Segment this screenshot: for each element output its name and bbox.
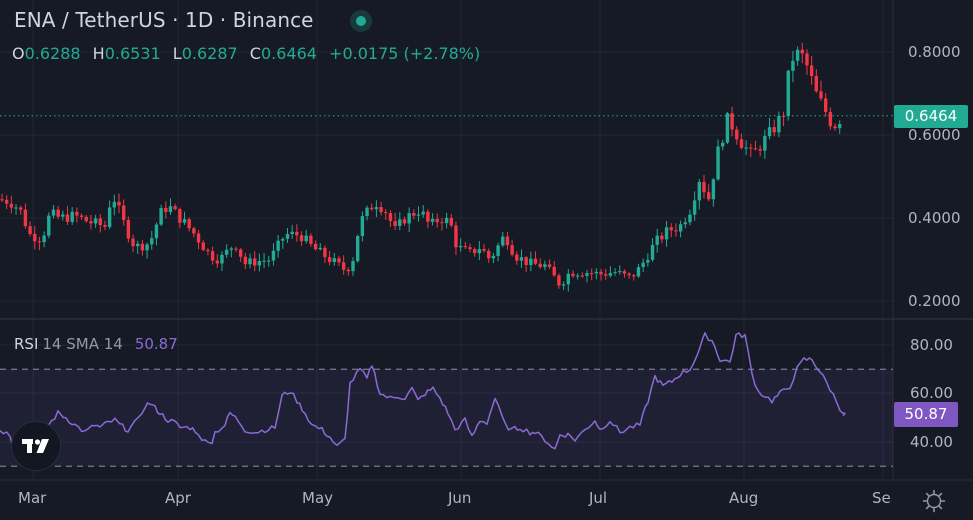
time-label-mar: Mar [18, 489, 47, 507]
time-label-apr: Apr [165, 489, 191, 507]
last-price-tag: 0.6464 [894, 105, 968, 128]
rsi-name: RSI [14, 335, 39, 353]
rsi-tick: 60.00 [910, 384, 953, 402]
time-label-jun: Jun [448, 489, 472, 507]
settings-gear-icon[interactable] [922, 489, 946, 513]
rsi-legend[interactable]: RSI 14 SMA 14 50.87 [14, 335, 178, 353]
close-label: C [249, 44, 261, 63]
high-label: H [92, 44, 105, 63]
time-label-may: May [302, 489, 334, 507]
rsi-params: 14 SMA 14 [42, 335, 123, 353]
rsi-value-tag: 50.87 [894, 402, 958, 427]
price-tick: 0.8000 [908, 43, 961, 61]
price-tick: 0.2000 [908, 292, 961, 310]
rsi-tick: 80.00 [910, 336, 953, 354]
time-label-jul: Jul [589, 489, 608, 507]
high-value: 0.6531 [104, 44, 161, 63]
low-label: L [172, 44, 182, 63]
ohlc-legend: O0.6288 H0.6531 L0.6287 C0.6464 +0.0175 … [12, 44, 487, 63]
tradingview-logo-icon[interactable] [11, 421, 61, 471]
symbol-title[interactable]: ENA / TetherUS · 1D · Binance [14, 8, 314, 32]
open-label: O [12, 44, 25, 63]
open-value: 0.6288 [24, 44, 81, 63]
time-label-aug: Aug [729, 489, 759, 507]
price-tick: 0.6000 [908, 126, 961, 144]
time-label-sep: Se [872, 489, 891, 507]
close-value: 0.6464 [260, 44, 317, 63]
price-tick: 0.4000 [908, 209, 961, 227]
market-status-icon[interactable] [350, 10, 372, 32]
rsi-value: 50.87 [134, 335, 178, 353]
low-value: 0.6287 [181, 44, 238, 63]
change-value: +0.0175 (+2.78%) [329, 44, 481, 63]
rsi-tick: 40.00 [910, 433, 953, 451]
